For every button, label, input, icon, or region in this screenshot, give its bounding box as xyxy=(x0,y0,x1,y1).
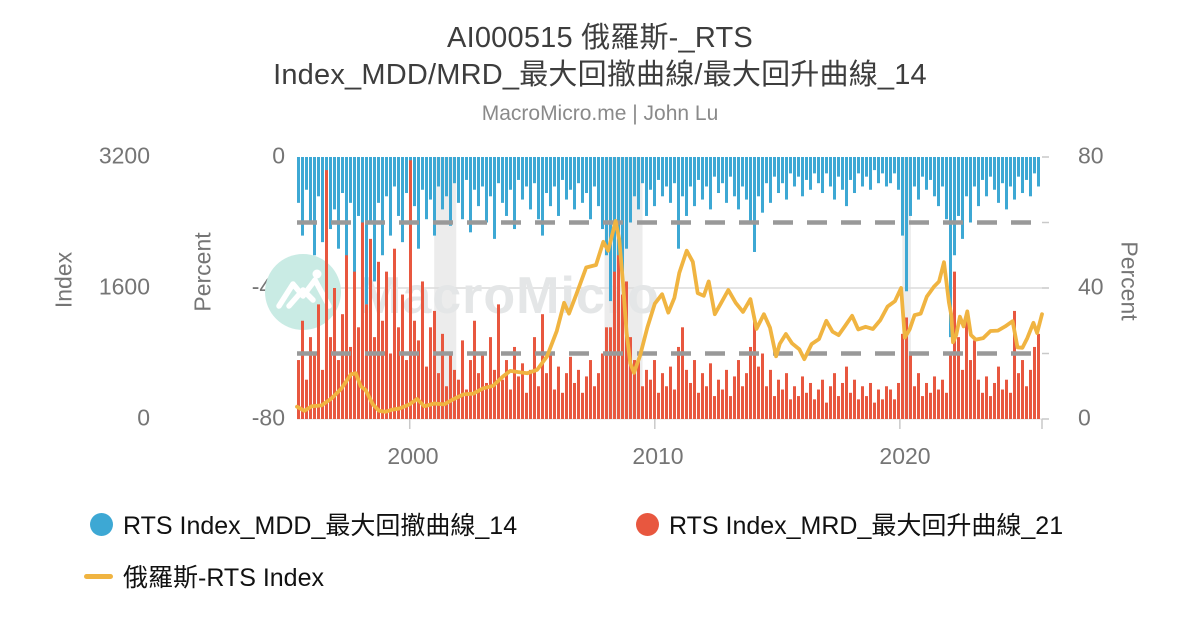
rts-index-legend-line-icon xyxy=(84,573,113,579)
left-percent-tick: -80 xyxy=(251,404,285,431)
right-percent-tick: 0 xyxy=(1078,404,1091,431)
mrd-legend-circle-icon xyxy=(636,512,659,536)
right-percent-tick: 80 xyxy=(1078,142,1104,169)
macromicro-watermark-text: MacroMicro xyxy=(358,267,660,325)
index-axis-tick: 0 xyxy=(137,404,150,431)
legend-label-mrd: RTS Index_MRD_最大回升曲線_21 xyxy=(669,512,1064,540)
title-line-1: AI000515 俄羅斯-_RTS xyxy=(447,22,753,54)
legend-item-mrd[interactable]: RTS Index_MRD_最大回升曲線_21 xyxy=(636,506,1063,542)
x-axis-tick-2000: 2000 xyxy=(387,443,439,469)
legend-item-rts-index[interactable]: 俄羅斯-RTS Index xyxy=(84,558,324,594)
mdd-legend-circle-icon xyxy=(90,512,113,536)
legend-label-rts-index: 俄羅斯-RTS Index xyxy=(123,564,324,592)
title-line-2: Index_MDD/MRD_最大回撤曲線/最大回升曲線_14 xyxy=(273,59,927,91)
chart-plot-area[interactable] xyxy=(295,156,1049,429)
index-axis-tick: 3200 xyxy=(98,142,150,169)
left-percent-tick: 0 xyxy=(272,142,285,169)
page-title: AI000515 俄羅斯-_RTS Index_MDD/MRD_最大回撤曲線/最… xyxy=(0,20,1200,94)
index-axis-tick: 1600 xyxy=(98,273,150,300)
macromicro-logo-icon xyxy=(265,254,341,330)
chart-series-layer xyxy=(295,157,1044,419)
page-subtitle: MacroMicro.me | John Lu xyxy=(481,102,719,125)
right-percent-tick: 40 xyxy=(1078,273,1104,300)
x-axis-tick-2020: 2020 xyxy=(879,443,931,469)
legend-item-mdd[interactable]: RTS Index_MDD_最大回撤曲線_14 xyxy=(90,506,517,542)
x-axis-tick-2010: 2010 xyxy=(632,443,684,469)
legend-label-mdd: RTS Index_MDD_最大回撤曲線_14 xyxy=(123,512,518,540)
